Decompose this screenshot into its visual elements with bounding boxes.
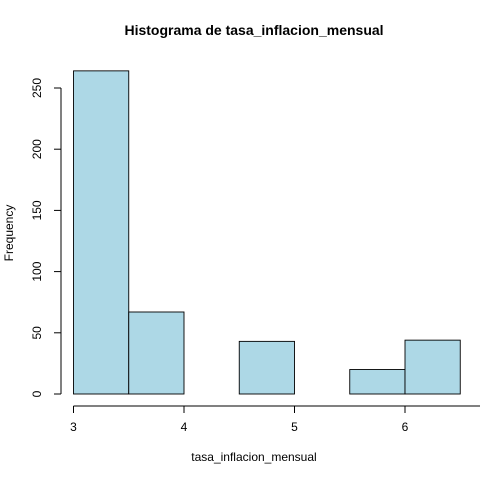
x-axis: 3456789 [70, 405, 480, 434]
x-axis-label: tasa_inflacion_mensual [191, 450, 316, 464]
histogram-bar-1 [128, 311, 185, 395]
y-tick-label: 50 [30, 326, 44, 340]
y-tick-label: 200 [30, 139, 44, 159]
bars-group [73, 70, 461, 395]
x-tick-label: 3 [70, 420, 77, 434]
y-tick-label: 150 [30, 200, 44, 220]
x-tick-label: 6 [402, 420, 409, 434]
x-tick-label: 5 [291, 420, 298, 434]
histogram-bar-0 [73, 70, 130, 395]
y-axis: 0 50 100 150 200 250 [30, 78, 62, 397]
y-tick-label: 250 [30, 78, 44, 98]
x-tick-label: 4 [181, 420, 188, 434]
histogram-bar-3 [238, 340, 295, 395]
y-tick-label: 100 [30, 261, 44, 281]
histogram-bar-6 [404, 339, 461, 395]
y-axis-label: Frequency [2, 205, 16, 262]
histogram-bar-5 [349, 369, 406, 395]
chart-title: Histograma de tasa_inflacion_mensual [124, 22, 383, 38]
y-tick-label: 0 [30, 390, 44, 397]
